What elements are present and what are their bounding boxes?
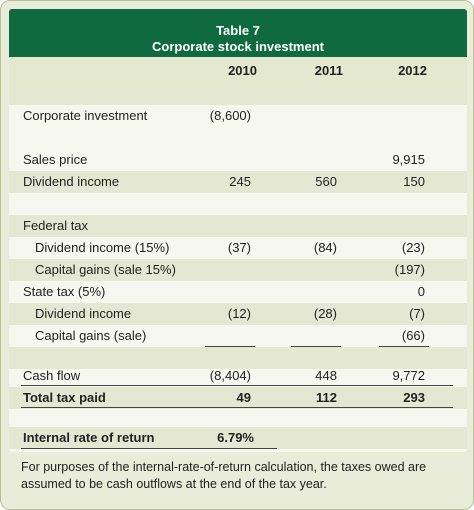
table-row: Capital gains (sale 15%) (197) (9, 259, 467, 281)
cell-2010: 6.79% (217, 430, 254, 445)
table-number: Table 7 (216, 23, 260, 38)
cell-2012: 150 (403, 174, 425, 189)
cell-2010: 49 (236, 390, 251, 405)
spacer-row (9, 83, 467, 105)
table-row: Total tax paid 49 112 293 (9, 387, 467, 409)
spacer-row (9, 127, 467, 149)
table-panel: Table 7 Corporate stock investment 2010 … (9, 9, 467, 452)
row-label: Corporate investment (23, 108, 148, 123)
spacer-row (9, 347, 467, 369)
cell-2012: (23) (401, 240, 425, 255)
cell-2012: 9,772 (392, 368, 425, 383)
table-row: Capital gains (sale) (66) (9, 325, 467, 347)
table-title: Corporate stock investment (152, 39, 324, 54)
table-row: Dividend income (15%) (37) (84) (23) (9, 237, 467, 259)
row-label: Cash flow (23, 368, 81, 383)
rule (21, 448, 277, 449)
cell-2010: 245 (229, 174, 251, 189)
table-row: Cash flow (8,404) 448 9,772 (9, 365, 467, 387)
rule (21, 407, 453, 408)
spacer-row (9, 409, 467, 427)
row-label: State tax (5%) (23, 284, 106, 299)
column-header-row: 2010 2011 2012 (9, 57, 467, 83)
column-header-2011: 2011 (314, 63, 343, 78)
row-label: Dividend income (15%) (35, 240, 170, 255)
column-header-2010: 2010 (228, 63, 257, 78)
cell-2012: 293 (403, 390, 425, 405)
cell-2012: (197) (394, 262, 425, 277)
cell-2010: (8,600) (209, 108, 251, 123)
cell-2012: (7) (409, 306, 425, 321)
row-label: Total tax paid (23, 390, 106, 405)
underline (291, 346, 341, 347)
cell-2012: 9,915 (392, 152, 425, 167)
table-row: Dividend income (12) (28) (7) (9, 303, 467, 325)
rule (21, 385, 453, 386)
cell-2010: (37) (227, 240, 251, 255)
row-label: Federal tax (23, 218, 89, 233)
table-row: State tax (5%) 0 (9, 281, 467, 303)
cell-2011: 112 (316, 390, 337, 405)
column-header-2012: 2012 (398, 63, 427, 78)
table-row: Internal rate of return 6.79% (9, 427, 467, 449)
row-label: Internal rate of return (23, 430, 155, 445)
cell-2012: 0 (417, 284, 425, 299)
cell-2011: 560 (315, 174, 337, 189)
table-row: Federal tax (9, 215, 467, 237)
table-header: Table 7 Corporate stock investment (9, 9, 467, 57)
cell-2012: (66) (401, 328, 425, 343)
row-label: Dividend income (23, 174, 120, 189)
underline (205, 346, 255, 347)
underline (379, 346, 429, 347)
spacer-row (9, 193, 467, 215)
table-footnote: For purposes of the internal-rate-of-ret… (21, 460, 427, 491)
row-label: Capital gains (sale 15%) (35, 262, 176, 277)
cell-2011: (84) (313, 240, 337, 255)
row-label: Sales price (23, 152, 88, 167)
cell-2010: (12) (227, 306, 251, 321)
table-row: Sales price 9,915 (9, 149, 467, 171)
cell-2011: (28) (313, 306, 337, 321)
row-label: Dividend income (35, 306, 132, 321)
cell-2010: (8,404) (209, 368, 251, 383)
cell-2011: 448 (315, 368, 337, 383)
row-label: Capital gains (sale) (35, 328, 147, 343)
table-row: Dividend income 245 560 150 (9, 171, 467, 193)
table-row: Corporate investment (8,600) (9, 105, 467, 127)
